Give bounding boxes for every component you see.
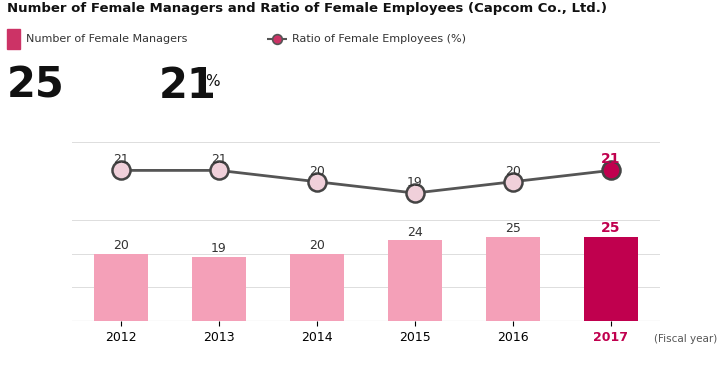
Text: 20: 20 <box>505 165 521 178</box>
Text: 21: 21 <box>211 154 227 166</box>
Bar <box>94 254 148 321</box>
Bar <box>388 240 442 321</box>
Text: Number of Female Managers: Number of Female Managers <box>26 34 187 44</box>
Bar <box>192 257 246 321</box>
Text: Number of Female Managers and Ratio of Female Employees (Capcom Co., Ltd.): Number of Female Managers and Ratio of F… <box>7 2 607 15</box>
Text: (Fiscal year): (Fiscal year) <box>654 334 717 344</box>
Text: 24: 24 <box>407 226 423 239</box>
Text: 19: 19 <box>407 176 423 189</box>
Text: 20: 20 <box>113 239 129 252</box>
Text: 21: 21 <box>601 152 621 166</box>
Text: 21: 21 <box>159 65 216 107</box>
Text: 25: 25 <box>7 65 65 107</box>
Text: 20: 20 <box>309 239 325 252</box>
Text: 25: 25 <box>601 221 621 235</box>
Text: %: % <box>205 74 220 89</box>
Text: 19: 19 <box>211 242 227 255</box>
Text: Ratio of Female Employees (%): Ratio of Female Employees (%) <box>292 34 466 44</box>
Text: 25: 25 <box>505 222 521 235</box>
Bar <box>486 237 540 321</box>
Bar <box>584 237 637 321</box>
Text: 21: 21 <box>113 154 129 166</box>
Text: 20: 20 <box>309 165 325 178</box>
Bar <box>290 254 344 321</box>
